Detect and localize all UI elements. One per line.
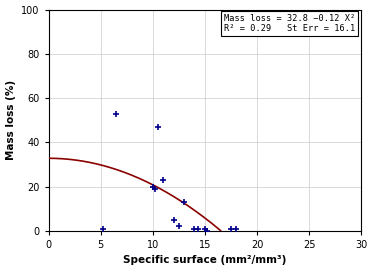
Text: Mass loss = 32.8 −0.12 X²
R² = 0.29   St Err = 16.1: Mass loss = 32.8 −0.12 X² R² = 0.29 St E… (224, 14, 355, 33)
Point (202, 227, 208, 231)
Point (150, 185, 156, 189)
Point (176, 224, 182, 229)
Point (228, 227, 234, 231)
Point (181, 200, 187, 204)
Point (195, 227, 201, 231)
Point (155, 125, 161, 129)
Point (113, 111, 119, 116)
X-axis label: Specific surface (mm²/mm³): Specific surface (mm²/mm³) (123, 256, 286, 265)
Point (171, 218, 177, 222)
Y-axis label: Mass loss (%): Mass loss (%) (6, 80, 16, 160)
Point (204, 229, 210, 233)
Point (191, 227, 197, 231)
Point (233, 227, 239, 231)
Point (160, 178, 166, 182)
Point (152, 187, 158, 191)
Point (100, 227, 106, 231)
